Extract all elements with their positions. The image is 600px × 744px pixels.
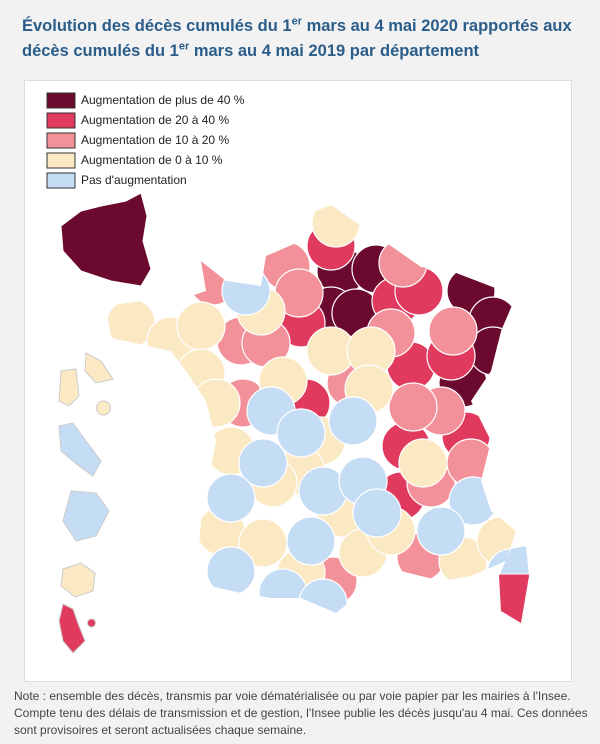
- department: [499, 573, 529, 623]
- ile-de-france: [60, 192, 152, 287]
- department: [428, 306, 478, 356]
- map-frame: Augmentation de plus de 40 % Augmentation…: [24, 80, 572, 682]
- department: [221, 266, 271, 316]
- department: [378, 238, 428, 288]
- legend-swatch: [46, 172, 76, 189]
- department: [388, 382, 438, 432]
- department: [191, 378, 241, 428]
- department: [298, 578, 348, 613]
- guadeloupe: [58, 352, 114, 416]
- legend-swatch: [46, 92, 76, 109]
- department: [276, 408, 326, 458]
- legend-swatch: [46, 152, 76, 169]
- legend-label: Augmentation de 20 à 40 %: [81, 113, 229, 127]
- martinique: [58, 422, 102, 477]
- department: [416, 506, 466, 556]
- legend-label: Augmentation de plus de 40 %: [81, 93, 245, 107]
- department: [352, 488, 402, 538]
- title: Évolution des décès cumulés du 1er mars …: [22, 14, 582, 64]
- title-sup: er: [291, 15, 302, 28]
- legend-label: Augmentation de 0 à 10 %: [81, 153, 223, 167]
- department: [238, 438, 288, 488]
- title-part: Évolution des décès cumulés du 1: [22, 17, 292, 35]
- department: [258, 568, 308, 613]
- mayotte: [58, 603, 96, 654]
- legend-label: Augmentation de 10 à 20 %: [81, 133, 229, 147]
- reunion: [60, 562, 96, 598]
- department: [311, 205, 361, 248]
- note: Note : ensemble des décès, transmis par …: [14, 689, 588, 737]
- title-part: mars au 4 mai 2020 rapportés aux décès c…: [22, 17, 572, 60]
- title-sup: er: [178, 40, 190, 53]
- map: Augmentation de plus de 40 % Augmentation…: [46, 92, 529, 654]
- title-part: mars au 4 mai 2019 par département: [189, 42, 480, 60]
- legend-swatch: [46, 112, 76, 129]
- department: [206, 546, 256, 596]
- department: [328, 396, 378, 446]
- department: [206, 473, 256, 523]
- legend-swatch: [46, 132, 76, 149]
- department: [286, 516, 336, 566]
- department: [176, 301, 226, 351]
- guyane: [62, 490, 110, 542]
- department: [398, 438, 448, 488]
- legend-label: Pas d'augmentation: [81, 173, 187, 187]
